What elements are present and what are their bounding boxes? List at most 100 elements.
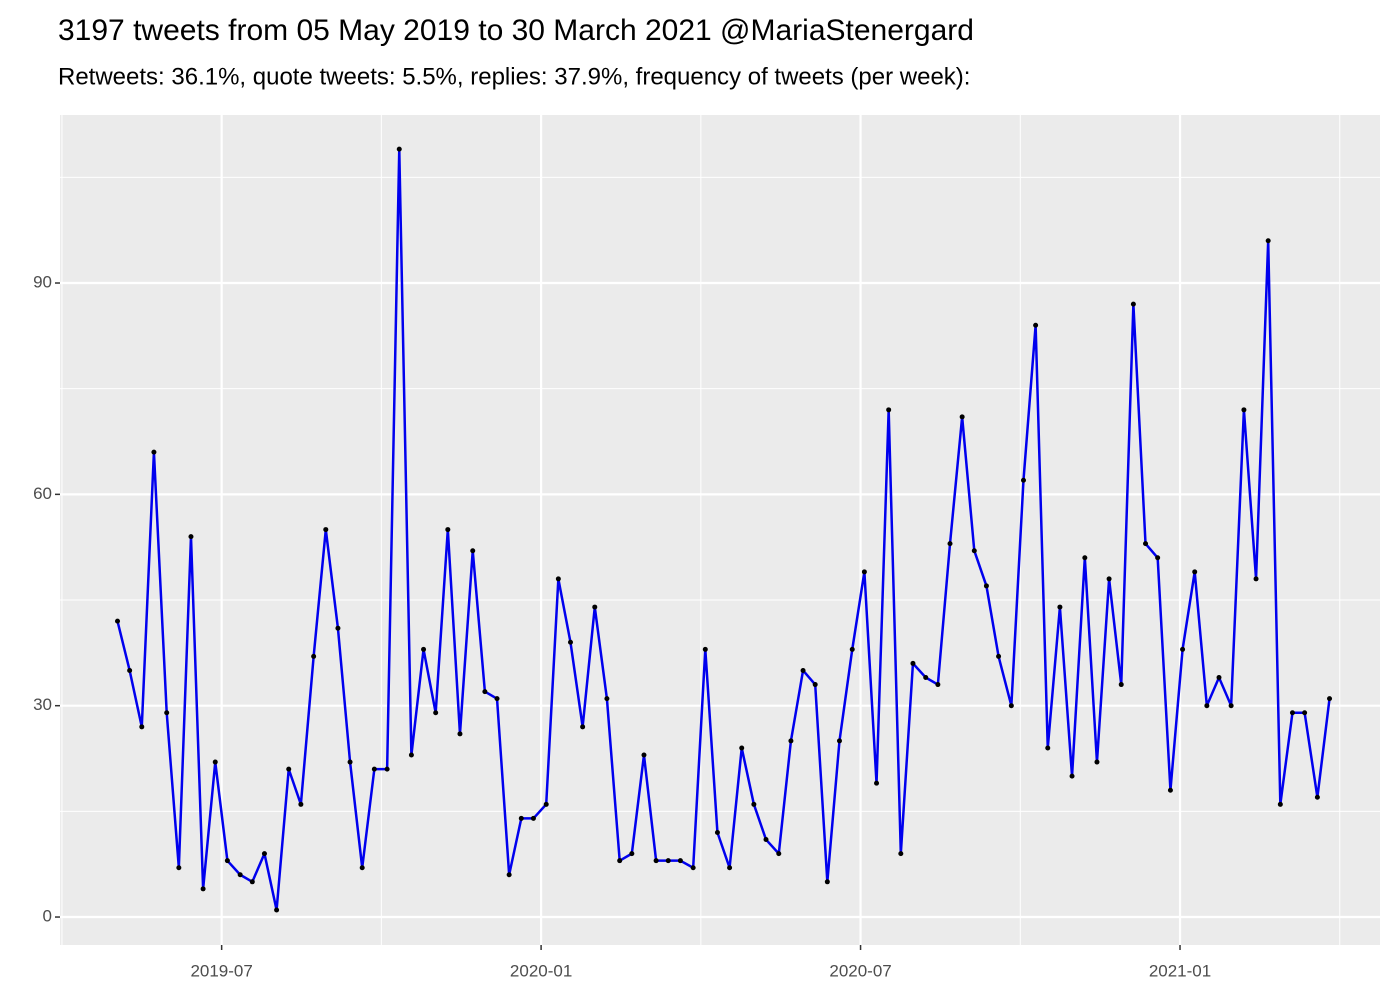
data-point: [1094, 759, 1100, 765]
data-point: [580, 724, 586, 730]
data-point: [971, 548, 977, 554]
data-point: [898, 851, 904, 857]
data-point: [506, 872, 512, 878]
data-point: [763, 837, 769, 843]
data-point: [739, 745, 745, 751]
data-point: [347, 759, 353, 765]
data-point: [1327, 696, 1333, 702]
data-point: [371, 766, 377, 772]
data-point: [849, 646, 855, 652]
data-point: [604, 696, 610, 702]
data-point: [1155, 555, 1161, 561]
x-tick-label: 2019-07: [190, 961, 252, 980]
data-point: [384, 766, 390, 772]
data-point: [702, 646, 708, 652]
data-point: [959, 414, 965, 420]
data-point: [359, 865, 365, 871]
data-point: [751, 801, 757, 807]
data-point: [494, 696, 500, 702]
data-point: [482, 689, 488, 695]
data-point: [727, 865, 733, 871]
data-point: [874, 780, 880, 786]
data-point: [286, 766, 292, 772]
data-point: [530, 815, 536, 821]
data-point: [788, 738, 794, 744]
data-point: [323, 527, 329, 533]
data-point: [115, 618, 121, 624]
data-point: [1106, 576, 1112, 582]
data-point: [617, 858, 623, 864]
data-point: [1057, 604, 1063, 610]
data-point: [274, 907, 280, 913]
data-point: [1216, 675, 1222, 681]
data-point: [237, 872, 243, 878]
y-tick-label: 0: [43, 907, 52, 926]
data-point: [996, 653, 1002, 659]
data-point: [923, 675, 929, 681]
data-point: [935, 682, 941, 688]
data-point: [555, 576, 561, 582]
y-tick-label: 30: [33, 695, 52, 714]
data-point: [335, 625, 341, 631]
data-line: [116, 147, 1331, 912]
data-point: [212, 759, 218, 765]
data-point: [139, 724, 145, 730]
data-point: [188, 534, 194, 540]
data-point: [1277, 801, 1283, 807]
data-point: [470, 548, 476, 554]
x-tick-label: 2020-01: [510, 961, 572, 980]
data-point: [1180, 646, 1186, 652]
data-point: [457, 731, 463, 737]
data-point: [983, 583, 989, 589]
data-point: [824, 879, 830, 885]
data-point: [812, 682, 818, 688]
data-point: [200, 886, 206, 892]
data-point: [176, 865, 182, 871]
data-point: [910, 660, 916, 666]
data-point: [1192, 569, 1198, 575]
chart-title: 3197 tweets from 05 May 2019 to 30 March…: [58, 14, 974, 47]
data-point: [947, 541, 953, 547]
data-point: [886, 407, 892, 413]
data-point: [1008, 703, 1014, 709]
data-point: [224, 858, 230, 864]
data-point: [408, 752, 414, 758]
data-point: [1033, 322, 1039, 328]
data-point: [1045, 745, 1051, 751]
x-tick-label: 2021-01: [1149, 961, 1211, 980]
data-point: [1228, 703, 1234, 709]
y-tick-label: 60: [33, 484, 52, 503]
data-point: [1289, 710, 1295, 716]
data-point: [1082, 555, 1088, 561]
data-point: [249, 879, 255, 885]
data-point: [861, 569, 867, 575]
data-point: [677, 858, 683, 864]
data-point: [543, 801, 549, 807]
data-point: [1314, 794, 1320, 800]
data-point: [1143, 541, 1149, 547]
data-point: [311, 653, 317, 659]
data-point: [1167, 787, 1173, 793]
data-point: [714, 829, 720, 835]
data-point: [1253, 576, 1259, 582]
data-point: [518, 815, 524, 821]
data-point: [776, 851, 782, 857]
data-point: [1020, 477, 1026, 483]
x-tick-label: 2020-07: [829, 961, 891, 980]
data-point: [433, 710, 439, 716]
data-point: [396, 146, 402, 152]
data-point: [665, 858, 671, 864]
data-point: [1118, 682, 1124, 688]
data-point: [151, 449, 157, 455]
data-point: [653, 858, 659, 864]
data-point: [445, 527, 451, 533]
chart-subtitle: Retweets: 36.1%, quote tweets: 5.5%, rep…: [58, 63, 970, 90]
data-point: [1302, 710, 1308, 716]
plot-panel: [60, 115, 1380, 945]
data-point: [1241, 407, 1247, 413]
data-point: [690, 865, 696, 871]
data-point: [1265, 238, 1271, 244]
data-point: [592, 604, 598, 610]
data-point: [1204, 703, 1210, 709]
